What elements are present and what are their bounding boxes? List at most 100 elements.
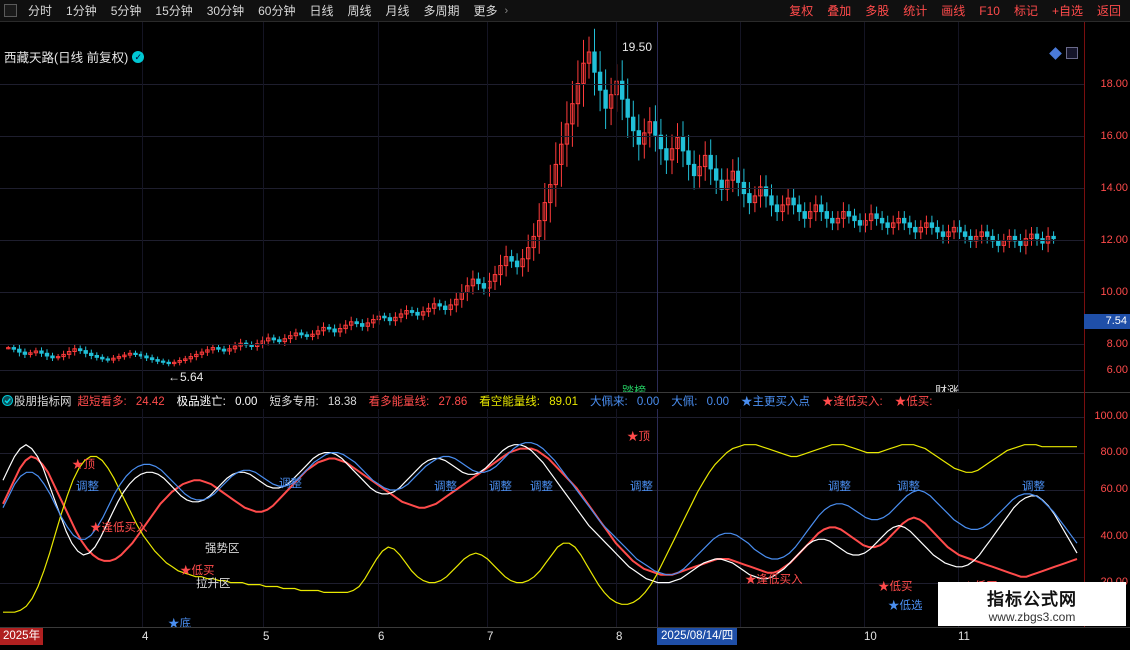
tb-item-3[interactable]: 15分钟 bbox=[155, 3, 193, 18]
ind-vgridline bbox=[864, 409, 865, 628]
vgridline bbox=[263, 22, 264, 392]
square-icon[interactable] bbox=[1066, 47, 1078, 59]
toolbar-right-group: 复权 叠加 多股 统计 画线 F10 标记 +自选 返回 bbox=[782, 0, 1128, 22]
ind-vgridline bbox=[378, 409, 379, 628]
tb-right-8[interactable]: 返回 bbox=[1096, 4, 1121, 18]
ind-gridline bbox=[0, 537, 1084, 538]
pane-icons bbox=[1049, 46, 1078, 60]
gridline bbox=[0, 344, 1084, 345]
indicator-pane[interactable]: 股朋指标网 超短看多: 24.42 极品逃亡: 0.00 短多专用: 18.38… bbox=[0, 392, 1130, 630]
y-label-6: 6.00 bbox=[1106, 364, 1128, 376]
grid-icon[interactable] bbox=[4, 4, 17, 17]
ind-y-60: 60.00 bbox=[1100, 483, 1128, 495]
marker-4: 调整 bbox=[489, 481, 512, 493]
tb-right-0[interactable]: 复权 bbox=[789, 4, 814, 18]
date-tick-1: 5 bbox=[263, 631, 270, 643]
marker-7: 调整 bbox=[630, 481, 653, 493]
price-chart-pane[interactable]: 西藏天路(日线 前复权) ✓ 19.50 ←5.64 踏榜 财涨 bbox=[0, 22, 1130, 398]
tb-item-8[interactable]: 月线 bbox=[385, 3, 410, 18]
ind-vgridline bbox=[142, 409, 143, 628]
diamond-icon[interactable] bbox=[1049, 46, 1062, 60]
cursor-date-badge: 2025/08/14/四 bbox=[657, 628, 738, 645]
tb-item-5[interactable]: 60分钟 bbox=[258, 3, 296, 18]
gridline bbox=[0, 84, 1084, 85]
legend-5: 大佩来: 0.00 bbox=[589, 396, 660, 408]
tb-right-1[interactable]: 叠加 bbox=[827, 4, 852, 18]
legend-7: ★主更买入点 bbox=[741, 396, 811, 408]
watermark-line1: 指标公式网 bbox=[987, 589, 1077, 609]
marker-18: ★低选 bbox=[888, 600, 923, 612]
tb-item-9[interactable]: 多周期 bbox=[423, 3, 460, 18]
marker-2: 调整 bbox=[279, 478, 302, 490]
tb-right-3[interactable]: 统计 bbox=[903, 4, 928, 18]
tb-item-4[interactable]: 30分钟 bbox=[206, 3, 245, 18]
price-y-axis: 18.00 16.00 14.00 12.00 10.00 8.00 6.00 bbox=[1084, 22, 1130, 392]
tb-right-4[interactable]: 画线 bbox=[941, 4, 966, 18]
y-label-14: 14.00 bbox=[1100, 182, 1128, 194]
ind-gridline bbox=[0, 490, 1084, 491]
tb-item-1[interactable]: 1分钟 bbox=[66, 3, 97, 18]
ind-vgridline bbox=[740, 409, 741, 628]
ind-vgridline bbox=[263, 409, 264, 628]
gridline bbox=[0, 292, 1084, 293]
legend-0: 超短看多: 24.42 bbox=[77, 396, 165, 408]
ind-vgridline bbox=[958, 409, 959, 628]
tb-item-10[interactable]: 更多 bbox=[473, 3, 498, 18]
vgridline bbox=[958, 22, 959, 392]
y-label-16: 16.00 bbox=[1100, 130, 1128, 142]
indicator-name: 股朋指标网 bbox=[14, 396, 72, 408]
date-tick-5: 10 bbox=[864, 631, 877, 643]
date-axis[interactable]: 2025年 4 5 6 7 8 10 11 2025/08/14/四 bbox=[0, 627, 1130, 650]
vgridline bbox=[616, 22, 617, 392]
marker-10: 调整 bbox=[1022, 481, 1045, 493]
tb-item-6[interactable]: 日线 bbox=[309, 3, 334, 18]
marker-12: 强势区 bbox=[205, 543, 240, 555]
ind-y-100: 100.00 bbox=[1094, 410, 1128, 422]
check-icon[interactable] bbox=[2, 395, 13, 406]
ind-vgridline bbox=[616, 409, 617, 628]
legend-8: ★逢低买入: bbox=[822, 396, 883, 408]
watermark-line2: www.zbgs3.com bbox=[988, 609, 1076, 624]
vgridline bbox=[864, 22, 865, 392]
marker-13: ★低买 bbox=[180, 565, 215, 577]
marker-14: 拉升区 bbox=[196, 578, 231, 590]
tb-item-2[interactable]: 5分钟 bbox=[110, 3, 142, 18]
ind-gridline bbox=[0, 417, 1084, 418]
candlestick-series bbox=[6, 28, 1056, 367]
marker-5: 调整 bbox=[530, 481, 553, 493]
gridline bbox=[0, 370, 1084, 371]
toolbar-left-group: 分时 1分钟 5分钟 15分钟 30分钟 60分钟 日线 周线 月线 多周期 更… bbox=[0, 0, 514, 22]
tb-right-5[interactable]: F10 bbox=[979, 4, 1000, 18]
ind-y-80: 80.00 bbox=[1100, 446, 1128, 458]
tb-item-0[interactable]: 分时 bbox=[28, 3, 53, 18]
date-tick-6: 11 bbox=[958, 631, 970, 643]
marker-16: ★低买 bbox=[878, 581, 913, 593]
chevron-right-icon[interactable]: › bbox=[504, 4, 509, 17]
tb-right-7[interactable]: +自选 bbox=[1051, 4, 1083, 18]
date-tick-2: 6 bbox=[378, 631, 385, 643]
tb-right-6[interactable]: 标记 bbox=[1013, 4, 1038, 18]
tb-item-7[interactable]: 周线 bbox=[347, 3, 372, 18]
marker-6: ★顶 bbox=[627, 431, 650, 443]
y-label-12: 12.00 bbox=[1100, 234, 1128, 246]
year-badge: 2025年 bbox=[0, 628, 44, 645]
legend-2: 短多专用: 18.38 bbox=[269, 396, 357, 408]
top-toolbar: 分时 1分钟 5分钟 15分钟 30分钟 60分钟 日线 周线 月线 多周期 更… bbox=[0, 0, 1130, 22]
marker-0: ★顶 bbox=[72, 459, 95, 471]
cursor-vline bbox=[657, 22, 658, 392]
legend-9: ★低买: bbox=[894, 396, 933, 408]
verified-icon[interactable]: ✓ bbox=[132, 50, 145, 63]
marker-3: 调整 bbox=[434, 481, 457, 493]
marker-8: 调整 bbox=[828, 481, 851, 493]
low-price-label: ←5.64 bbox=[168, 370, 204, 384]
high-price-label: 19.50 bbox=[622, 40, 653, 54]
legend-1: 极品逃亡: 0.00 bbox=[176, 396, 258, 408]
ind-cursor-vline bbox=[657, 409, 658, 628]
vgridline bbox=[487, 22, 488, 392]
legend-3: 看多能量线: 27.86 bbox=[368, 396, 468, 408]
ind-gridline bbox=[0, 583, 1084, 584]
tb-right-2[interactable]: 多股 bbox=[865, 4, 890, 18]
ind-vgridline bbox=[487, 409, 488, 628]
marker-1: 调整 bbox=[76, 481, 99, 493]
indicator-legend: 股朋指标网 超短看多: 24.42 极品逃亡: 0.00 短多专用: 18.38… bbox=[0, 393, 1084, 409]
